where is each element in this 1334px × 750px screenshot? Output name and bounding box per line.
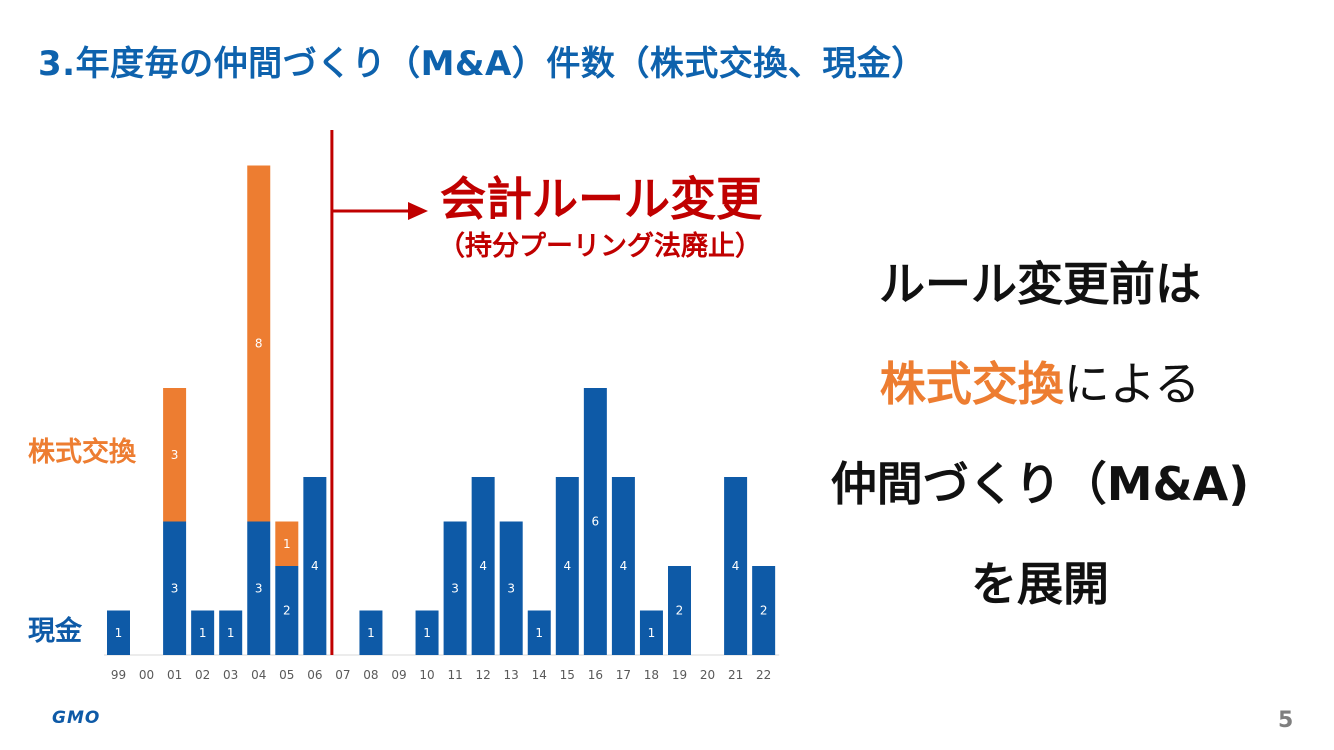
data-label-cash-03: 1 [227, 626, 235, 640]
data-label-cash-99: 1 [115, 626, 123, 640]
data-label-cash-11: 3 [451, 581, 459, 595]
data-label-cash-01: 3 [171, 581, 179, 595]
x-tick-label-17: 17 [616, 668, 631, 682]
bar-stock-04 [247, 165, 271, 522]
data-label-cash-13: 3 [507, 581, 515, 595]
message-line-4: を展開 [971, 557, 1109, 611]
x-tick-label-05: 05 [279, 668, 294, 682]
data-label-cash-17: 4 [620, 559, 628, 573]
x-tick-label-13: 13 [504, 668, 519, 682]
bar-cash-08 [359, 610, 383, 655]
bar-stock-01 [163, 388, 187, 522]
page-title: 3.年度毎の仲間づくり（M&A）件数（株式交換、現金） [38, 44, 926, 84]
bar-cash-02 [191, 610, 215, 655]
bar-cash-16 [583, 388, 607, 655]
x-tick-label-99: 99 [111, 668, 126, 682]
x-tick-label-09: 09 [391, 668, 406, 682]
rule-change-title: 会計ルール変更 [440, 172, 762, 226]
message-accent-stock-exchange: 株式交換 [879, 357, 1064, 411]
bar-cash-17 [611, 477, 635, 655]
bar-cash-04 [247, 521, 271, 655]
x-tick-label-00: 00 [139, 668, 154, 682]
data-label-cash-10: 1 [423, 626, 431, 640]
data-label-cash-04: 3 [255, 581, 263, 595]
x-tick-label-11: 11 [447, 668, 462, 682]
x-tick-label-03: 03 [223, 668, 238, 682]
bar-cash-18 [639, 610, 663, 655]
data-label-cash-06: 4 [311, 559, 319, 573]
data-label-cash-16: 6 [592, 515, 600, 529]
legend-cash: 現金 [28, 616, 82, 647]
rule-change-subtitle: （持分プーリング法廃止） [438, 231, 762, 262]
bar-cash-15 [555, 477, 579, 655]
x-tick-label-02: 02 [195, 668, 210, 682]
x-tick-label-06: 06 [307, 668, 322, 682]
x-tick-label-15: 15 [560, 668, 575, 682]
data-label-stock-05: 1 [283, 537, 291, 551]
rule-change-arrow-head [408, 202, 428, 220]
bar-cash-99 [107, 610, 130, 655]
data-label-cash-22: 2 [760, 604, 768, 618]
bar-cash-11 [443, 521, 467, 655]
message-line-1: ルール変更前は [879, 257, 1201, 311]
x-tick-label-16: 16 [588, 668, 603, 682]
x-tick-label-21: 21 [728, 668, 743, 682]
bar-cash-05 [275, 566, 299, 655]
bar-cash-22 [752, 566, 776, 655]
gmo-logo: GMO [52, 708, 101, 728]
data-label-cash-14: 1 [535, 626, 543, 640]
bar-cash-19 [668, 566, 691, 655]
data-label-cash-15: 4 [563, 559, 571, 573]
message-line-2-rest: による [1063, 357, 1201, 411]
x-tick-label-07: 07 [335, 668, 350, 682]
x-tick-label-01: 01 [167, 668, 182, 682]
data-label-cash-19: 2 [676, 604, 684, 618]
bar-cash-10 [415, 610, 439, 655]
bar-cash-21 [724, 477, 748, 655]
bar-cash-13 [499, 521, 523, 655]
bar-cash-01 [163, 521, 187, 655]
bar-cash-03 [219, 610, 243, 655]
message-line-3: 仲間づくり（M&A) [830, 457, 1250, 511]
x-tick-label-10: 10 [419, 668, 434, 682]
data-label-cash-21: 4 [732, 559, 740, 573]
x-tick-label-20: 20 [700, 668, 715, 682]
data-label-stock-01: 3 [171, 448, 179, 462]
x-tick-label-08: 08 [363, 668, 378, 682]
bar-stock-05 [275, 521, 299, 566]
legend-stock-exchange: 株式交換 [28, 437, 136, 468]
bar-cash-12 [471, 477, 495, 655]
page-number: 5 [1278, 708, 1294, 733]
data-label-cash-02: 1 [199, 626, 207, 640]
data-label-cash-12: 4 [479, 559, 487, 573]
data-label-stock-04: 8 [255, 337, 263, 351]
data-label-cash-08: 1 [367, 626, 375, 640]
x-tick-label-04: 04 [251, 668, 266, 682]
bar-cash-14 [527, 610, 551, 655]
data-label-cash-18: 1 [648, 626, 656, 640]
x-tick-label-12: 12 [476, 668, 491, 682]
x-tick-label-14: 14 [532, 668, 547, 682]
bar-cash-06 [303, 477, 327, 655]
message-line-2: 株式交換による [800, 348, 1280, 414]
x-tick-label-18: 18 [644, 668, 659, 682]
x-tick-label-19: 19 [672, 668, 687, 682]
x-tick-label-22: 22 [756, 668, 771, 682]
data-label-cash-05: 2 [283, 604, 291, 618]
